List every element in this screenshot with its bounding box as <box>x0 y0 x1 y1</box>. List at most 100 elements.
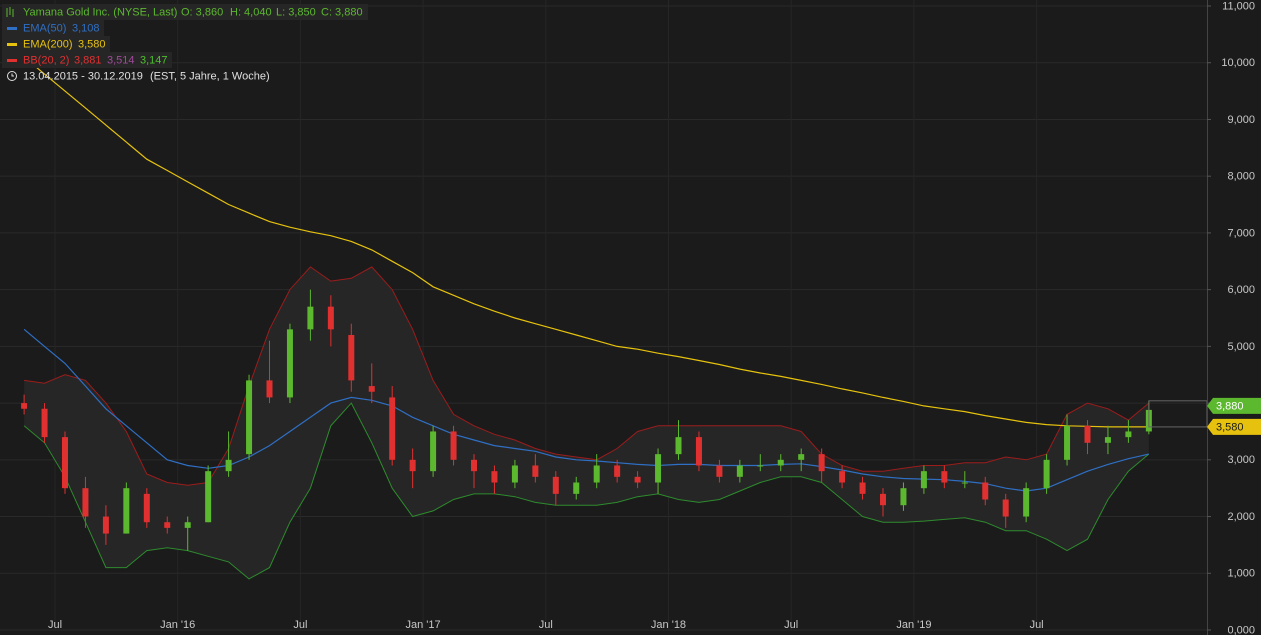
date-range: 13.04.2015 - 30.12.2019 <box>23 70 143 82</box>
candle-body <box>961 482 968 484</box>
candle-body <box>511 465 518 483</box>
candle-body <box>41 408 48 438</box>
candle-body <box>471 459 477 472</box>
candle-body <box>184 522 191 528</box>
indicator-line <box>23 56 1149 428</box>
legend-value: 3,108 <box>72 22 100 34</box>
bb-band <box>24 266 1149 579</box>
y-tick-label: 8,000 <box>1227 171 1255 183</box>
price-label: 3,580 <box>1216 421 1244 433</box>
candle-body <box>1084 425 1091 443</box>
legend-label: BB(20, 2) <box>23 54 69 66</box>
candle-body <box>450 431 457 460</box>
ohlc-label: C: 3,880 <box>321 6 363 18</box>
y-tick-label: 11,000 <box>1222 0 1255 12</box>
legend-value: 3,881 <box>74 54 102 66</box>
legend-swatch <box>7 59 17 62</box>
candle-body <box>225 459 232 472</box>
candle-body <box>307 306 314 330</box>
x-tick-label: Jan '19 <box>896 619 931 631</box>
y-tick-label: 9,000 <box>1227 114 1255 126</box>
candle-body <box>716 465 723 477</box>
candle-body <box>839 471 846 483</box>
legend-title: Yamana Gold Inc. (NYSE, Last) <box>23 6 177 18</box>
bb-upper-line <box>24 266 1150 486</box>
y-tick-label: 0,000 <box>1227 624 1255 635</box>
candle-body <box>348 335 355 381</box>
candle-body <box>1064 425 1071 460</box>
candle-body <box>736 465 743 477</box>
axes: 0,0001,0002,0003,0004,0005,0006,0007,000… <box>48 0 1261 635</box>
ohlc-label: L: 3,850 <box>276 6 316 18</box>
candle-body <box>1043 459 1050 489</box>
candle-body <box>900 488 907 506</box>
candle-body <box>82 488 89 517</box>
x-tick-label: Jan '16 <box>160 619 195 631</box>
candle-body <box>798 454 805 460</box>
legend: Yamana Gold Inc. (NYSE, Last) O: 3,860 H… <box>2 4 368 82</box>
y-tick-label: 10,000 <box>1221 57 1255 69</box>
candle-body <box>880 493 886 506</box>
legend-value: 3,147 <box>140 54 168 66</box>
candle-body <box>246 380 253 455</box>
legend-bg <box>2 36 110 52</box>
candle-body <box>1125 431 1132 438</box>
plot <box>21 56 1208 580</box>
candle-body <box>552 476 559 494</box>
candle-body <box>21 403 28 409</box>
candle-body <box>266 380 273 398</box>
candle-body <box>532 465 539 477</box>
candle-body <box>102 516 109 534</box>
candle-body <box>286 329 293 398</box>
x-tick-label: Jul <box>1030 619 1044 631</box>
y-tick-label: 1,000 <box>1227 568 1255 580</box>
legend-swatch <box>7 43 17 46</box>
x-tick-label: Jan '17 <box>406 619 441 631</box>
x-tick-label: Jul <box>48 619 62 631</box>
candle-body <box>593 465 600 483</box>
candle-body <box>614 465 621 477</box>
x-tick-label: Jul <box>293 619 307 631</box>
candle-body <box>941 471 948 483</box>
candle-body <box>62 437 68 489</box>
candle-body <box>1023 488 1030 517</box>
candle-body <box>818 454 825 472</box>
x-tick-label: Jan '18 <box>651 619 686 631</box>
candle-body <box>634 476 641 483</box>
legend-bg <box>2 20 104 36</box>
clock-icon <box>11 73 14 77</box>
candle-body <box>859 482 866 494</box>
candle-body <box>1104 437 1111 443</box>
chart-icon <box>6 7 14 17</box>
candle-body <box>123 488 130 534</box>
candle-body <box>389 397 396 460</box>
legend-bg <box>2 52 172 68</box>
candle-body <box>164 522 171 528</box>
y-tick-label: 3,000 <box>1227 454 1255 466</box>
price-label: 3,880 <box>1216 400 1244 412</box>
candle-body <box>143 493 150 523</box>
legend-swatch <box>7 27 17 30</box>
candle-body <box>573 482 580 494</box>
candle-body <box>430 431 437 472</box>
candle-body <box>205 471 212 523</box>
ohlc-label: H: 4,040 <box>230 6 272 18</box>
candle-body <box>1002 499 1009 517</box>
legend-label: EMA(50) <box>23 22 66 34</box>
candle-body <box>777 459 784 466</box>
y-tick-label: 6,000 <box>1227 284 1255 296</box>
candle-body <box>982 482 989 500</box>
x-tick-label: Jul <box>784 619 798 631</box>
candle-body <box>757 465 764 467</box>
x-tick-label: Jul <box>539 619 553 631</box>
candle-body <box>655 454 662 483</box>
price-label-bg <box>1207 397 1261 414</box>
legend-value: 3,514 <box>107 54 135 66</box>
indicator-line <box>23 328 1149 492</box>
ohlc-label: O: 3,860 <box>181 6 223 18</box>
legend-value: 3,580 <box>78 38 106 50</box>
legend-label: EMA(200) <box>23 38 73 50</box>
candle-body <box>695 437 702 466</box>
candle-body <box>491 471 498 483</box>
